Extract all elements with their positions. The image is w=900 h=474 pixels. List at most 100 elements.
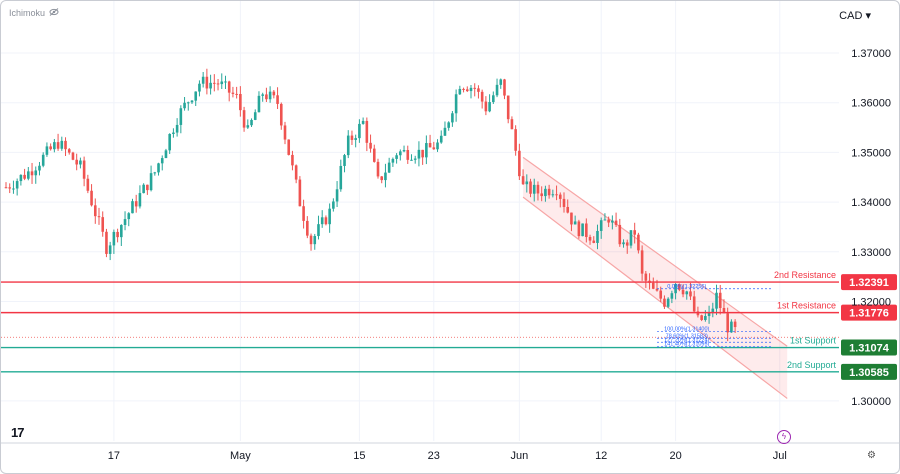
- x-tick-label: 12: [595, 450, 607, 462]
- candle-body: [696, 311, 700, 316]
- candle-body: [700, 315, 703, 320]
- candle-body: [651, 282, 655, 289]
- candle-body: [283, 125, 287, 140]
- candle-body: [443, 127, 447, 136]
- candle-body: [346, 135, 350, 156]
- candle-body: [692, 296, 696, 312]
- candle-body: [93, 205, 97, 217]
- candle-body: [253, 112, 257, 120]
- tradingview-logo[interactable]: 17: [11, 425, 25, 440]
- price-tag: [841, 304, 897, 321]
- candle-body: [23, 174, 26, 179]
- candle-body: [186, 102, 190, 104]
- eye-off-icon[interactable]: [49, 8, 59, 18]
- candle-body: [581, 223, 584, 237]
- candle-body: [116, 231, 119, 238]
- channel-fill: [523, 157, 788, 399]
- candle-body: [190, 100, 194, 103]
- candle-body: [53, 142, 56, 150]
- candle-body: [432, 147, 436, 150]
- candle-body: [603, 219, 607, 221]
- candle-body: [123, 219, 127, 225]
- candle-body: [75, 159, 78, 165]
- candlesticks: [1, 68, 839, 342]
- candle-body: [659, 290, 663, 299]
- candle-body: [97, 216, 101, 218]
- candle-body: [726, 313, 729, 333]
- candle-body: [592, 240, 596, 243]
- candle-body: [547, 188, 551, 196]
- candle-body: [242, 110, 246, 128]
- candle-body: [707, 312, 711, 317]
- candle-body: [715, 292, 718, 309]
- candle-body: [38, 165, 41, 171]
- candle-body: [227, 81, 231, 93]
- candle-body: [67, 149, 71, 153]
- gear-icon[interactable]: ⚙: [867, 450, 876, 461]
- price-tag: [841, 363, 897, 380]
- candle-body: [131, 201, 134, 214]
- candle-body: [49, 146, 52, 150]
- candle-body: [149, 173, 153, 191]
- candle-body: [551, 194, 555, 196]
- candle-body: [666, 298, 670, 307]
- candle-body: [56, 142, 60, 149]
- candle-body: [573, 221, 577, 225]
- fib-label: 78.60%(1.31583): [666, 333, 708, 339]
- candle-body: [644, 273, 648, 281]
- candle-body: [79, 160, 82, 165]
- candle-body: [722, 308, 726, 314]
- lightning-icon[interactable]: ϟ: [777, 430, 791, 444]
- candle-body: [160, 158, 164, 164]
- candle-body: [637, 234, 640, 251]
- candle-body: [224, 81, 227, 83]
- candle-body: [112, 231, 116, 246]
- candle-body: [518, 150, 521, 177]
- candle-body: [391, 158, 395, 163]
- candle-body: [60, 140, 64, 149]
- currency-selector[interactable]: CAD ▾: [839, 9, 871, 22]
- channel-upper-line: [522, 156, 788, 347]
- candle-body: [183, 102, 186, 109]
- candle-body: [607, 219, 610, 223]
- fib-label: 141.40%(1.31095): [664, 342, 709, 348]
- candle-body: [625, 242, 629, 246]
- candle-body: [101, 217, 105, 232]
- candle-body: [540, 193, 543, 197]
- candle-body: [108, 245, 112, 254]
- level-label: 2nd Support: [787, 360, 837, 370]
- candle-body: [410, 159, 413, 161]
- fib-label: 127.20%(1.31224): [664, 337, 709, 343]
- candle-body: [399, 151, 402, 156]
- y-tick-label: 1.35000: [851, 147, 891, 159]
- indicator-legend[interactable]: Ichimoku: [9, 8, 59, 18]
- candle-body: [477, 88, 480, 92]
- candle-body: [4, 187, 8, 189]
- candle-body: [402, 150, 406, 152]
- y-tick-label: 1.34000: [851, 197, 891, 209]
- candle-body: [640, 250, 644, 274]
- candle-body: [495, 84, 499, 96]
- price-tag: [841, 339, 897, 356]
- candle-body: [291, 154, 294, 166]
- fib-label: 0.00%(1.32256): [667, 284, 706, 290]
- candle-body: [384, 172, 387, 181]
- candle-body: [313, 236, 317, 245]
- candle-body: [354, 138, 357, 140]
- y-tick-label: 1.36000: [851, 98, 891, 110]
- candle-body: [674, 284, 677, 294]
- price-tag: [841, 274, 897, 291]
- candle-body: [480, 91, 484, 102]
- candle-body: [514, 129, 517, 151]
- candle-body: [566, 206, 570, 213]
- candle-body: [629, 230, 633, 246]
- candle-body: [439, 135, 443, 143]
- candle-body: [332, 201, 335, 209]
- candle-body: [618, 224, 622, 245]
- x-tick-label: 20: [669, 450, 681, 462]
- candle-body: [704, 316, 707, 320]
- candle-body: [309, 235, 313, 245]
- support-resistance-levels: 2nd Resistance 1.32391 1st Resistance 1.317…: [1, 270, 897, 380]
- candle-body: [350, 135, 354, 140]
